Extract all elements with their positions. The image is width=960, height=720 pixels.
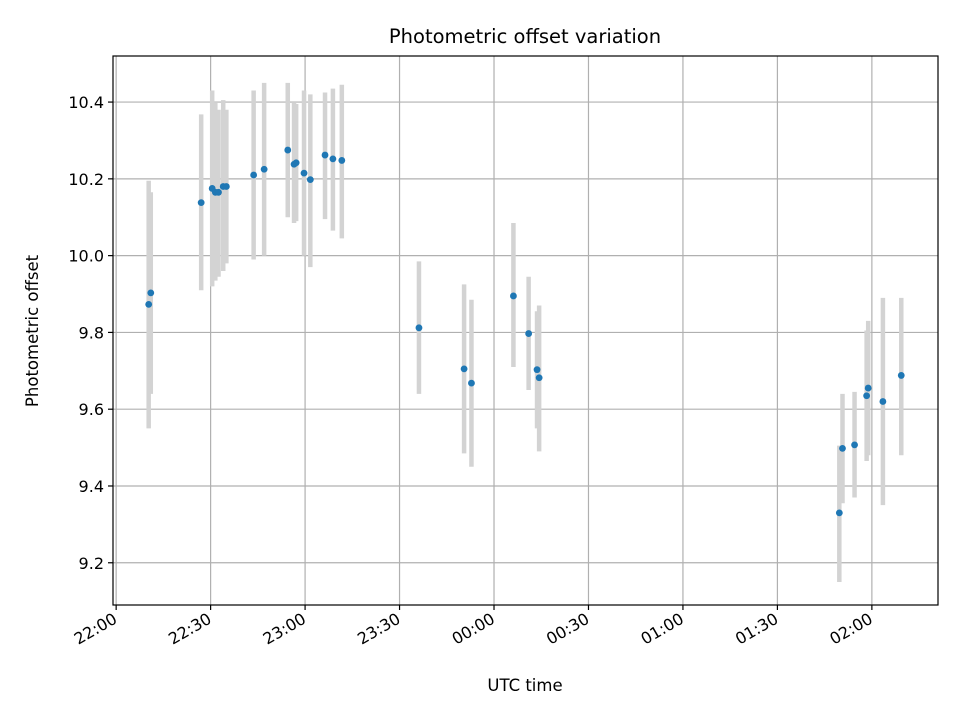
data-point xyxy=(292,159,300,167)
data-point xyxy=(284,146,292,154)
data-point xyxy=(306,176,314,184)
data-point xyxy=(851,441,858,449)
data-point xyxy=(510,292,517,300)
y-axis-ticks: 9.2 9.4 9.6 9.8 10.0 10.2 10.4 xyxy=(68,93,113,573)
y-tick-label: 10.0 xyxy=(68,247,104,266)
plot-frame xyxy=(112,55,939,606)
data-point xyxy=(145,300,153,308)
data-point xyxy=(147,289,155,297)
data-point xyxy=(197,199,205,207)
data-point xyxy=(338,157,346,164)
data-point xyxy=(260,165,268,173)
data-point xyxy=(215,188,222,196)
y-tick-label: 9.2 xyxy=(79,554,104,573)
data-point xyxy=(460,365,468,373)
data-point xyxy=(415,324,423,332)
data-point xyxy=(864,384,872,392)
data-point xyxy=(535,374,543,382)
data-point xyxy=(468,379,475,387)
y-tick-label: 9.8 xyxy=(79,323,104,342)
y-tick-label: 9.4 xyxy=(79,477,104,496)
y-axis-title: Photometric offset xyxy=(23,254,42,407)
data-point xyxy=(300,169,308,177)
x-axis-title: UTC time xyxy=(487,676,562,695)
y-tick-label: 10.4 xyxy=(68,93,104,112)
y-tick-label: 9.6 xyxy=(79,400,104,419)
chart-title: Photometric offset variation xyxy=(389,25,661,48)
data-point xyxy=(897,372,905,379)
y-tick-label: 10.2 xyxy=(68,170,104,189)
data-point xyxy=(525,330,533,337)
data-point xyxy=(533,366,541,374)
data-point xyxy=(250,171,258,179)
data-point xyxy=(863,392,871,400)
data-point xyxy=(839,444,846,452)
data-point xyxy=(835,509,843,517)
data-point xyxy=(321,151,329,159)
data-point xyxy=(879,398,887,405)
data-point xyxy=(329,155,337,163)
data-points xyxy=(145,146,905,517)
data-point xyxy=(222,183,230,190)
